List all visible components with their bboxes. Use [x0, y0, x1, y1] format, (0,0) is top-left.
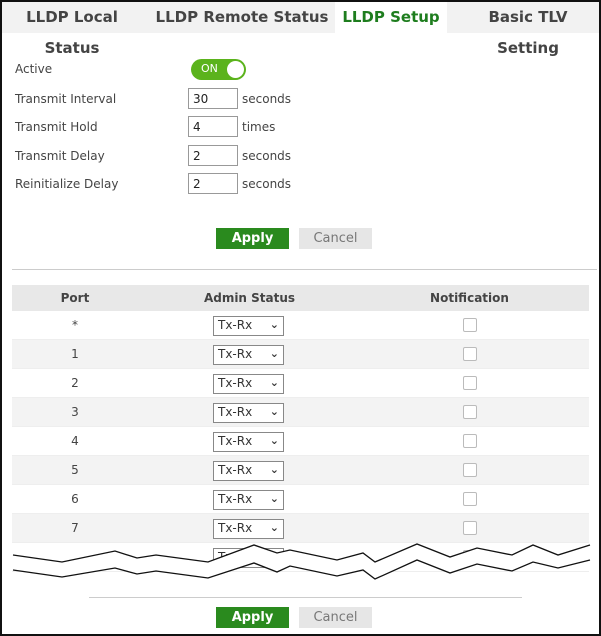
header-notification: Notification	[430, 291, 509, 305]
table-row: 4 Tx-Rx ⌄	[12, 427, 589, 456]
transmit-hold-unit: times	[242, 120, 276, 134]
divider	[12, 269, 597, 270]
table-row: 2 Tx-Rx ⌄	[12, 369, 589, 398]
admin-status-select[interactable]: Tx-Rx ⌄	[213, 461, 284, 481]
header-port: Port	[60, 291, 90, 305]
admin-status-value: Tx-Rx	[218, 376, 253, 390]
tab-basic-tlv-setting[interactable]: Basic TLV Setting	[488, 8, 568, 57]
chevron-down-icon: ⌄	[269, 492, 279, 505]
notification-checkbox[interactable]	[463, 434, 477, 448]
notification-checkbox[interactable]	[463, 347, 477, 361]
chevron-down-icon: ⌄	[269, 347, 279, 360]
transmit-delay-input[interactable]	[188, 145, 238, 166]
table-row: 5 Tx-Rx ⌄	[12, 456, 589, 485]
table-row: 3 Tx-Rx ⌄	[12, 398, 589, 427]
chevron-down-icon: ⌄	[269, 376, 279, 389]
table-row: * Tx-Rx ⌄	[12, 311, 589, 340]
port-cell: 7	[71, 521, 79, 535]
chevron-down-icon: ⌄	[269, 434, 279, 447]
notification-checkbox[interactable]	[463, 318, 477, 332]
transmit-interval-unit: seconds	[242, 92, 292, 106]
transmit-hold-label: Transmit Hold	[15, 120, 98, 134]
notification-checkbox[interactable]	[463, 463, 477, 477]
tab-lldp-setup[interactable]: LLDP Setup	[335, 2, 447, 33]
admin-status-value: Tx-Rx	[218, 434, 253, 448]
tab-lldp-remote-status[interactable]: LLDP Remote Status	[155, 8, 329, 26]
admin-status-select[interactable]: Tx-Rx ⌄	[213, 345, 284, 365]
notification-checkbox[interactable]	[463, 521, 477, 535]
toggle-state: ON	[201, 62, 218, 75]
admin-status-select[interactable]: Tx-Rx ⌄	[213, 432, 284, 452]
admin-status-select[interactable]: Tx-Rx ⌄	[213, 490, 284, 510]
chevron-down-icon: ⌄	[269, 405, 279, 418]
chevron-down-icon: ⌄	[269, 463, 279, 476]
admin-status-value: Tx-Rx	[218, 318, 253, 332]
header-admin-status: Admin Status	[203, 291, 296, 305]
admin-status-value: Tx-Rx	[218, 347, 253, 361]
port-cell: *	[72, 318, 78, 332]
tab-lldp-local-status[interactable]: LLDP Local Status	[26, 8, 118, 57]
chevron-down-icon: ⌄	[269, 318, 279, 331]
admin-status-select[interactable]: Tx-Rx ⌄	[213, 316, 284, 336]
port-cell: 6	[71, 492, 79, 506]
table-row: 7 Tx-Rx ⌄	[12, 514, 589, 543]
active-toggle[interactable]: ON	[191, 59, 246, 80]
transmit-interval-input[interactable]	[188, 88, 238, 109]
port-cell: 4	[71, 434, 79, 448]
port-cell: 3	[71, 405, 79, 419]
port-cell: 1	[71, 347, 79, 361]
toggle-knob	[227, 61, 244, 78]
apply-button-top[interactable]: Apply	[216, 228, 289, 249]
cancel-button-top[interactable]: Cancel	[299, 228, 372, 249]
chevron-down-icon: ⌄	[269, 521, 279, 534]
transmit-delay-label: Transmit Delay	[15, 149, 105, 163]
port-cell: 2	[71, 376, 79, 390]
table-row: 6 Tx-Rx ⌄	[12, 485, 589, 514]
tab-bar: LLDP Local Status LLDP Remote Status LLD…	[2, 2, 599, 57]
transmit-interval-label: Transmit Interval	[15, 92, 117, 106]
admin-status-value: Tx-Rx	[218, 492, 253, 506]
notification-checkbox[interactable]	[463, 376, 477, 390]
reinitialize-delay-input[interactable]	[188, 173, 238, 194]
table-row: 1 Tx-Rx ⌄	[12, 340, 589, 369]
apply-button-bottom[interactable]: Apply	[216, 607, 289, 628]
transmit-hold-input[interactable]	[188, 116, 238, 137]
cancel-button-bottom[interactable]: Cancel	[299, 607, 372, 628]
divider-bottom	[89, 597, 522, 598]
admin-status-value: Tx-Rx	[218, 521, 253, 535]
port-table: Port Admin Status Notification * Tx-Rx ⌄ …	[12, 285, 589, 572]
reinitialize-delay-label: Reinitialize Delay	[15, 177, 119, 191]
notification-checkbox[interactable]	[463, 492, 477, 506]
admin-status-select[interactable]: Tx-Rx ⌄	[213, 519, 284, 539]
admin-status-value: Tx-Rx	[218, 463, 253, 477]
admin-status-value: Tx-Rx	[218, 405, 253, 419]
active-label: Active	[15, 62, 53, 76]
reinitialize-delay-unit: seconds	[242, 177, 292, 191]
admin-status-select[interactable]: Tx-Rx ⌄	[213, 403, 284, 423]
port-cell: 5	[71, 463, 79, 477]
admin-status-select[interactable]: Tx-Rx ⌄	[213, 374, 284, 394]
notification-checkbox[interactable]	[463, 405, 477, 419]
table-header: Port Admin Status Notification	[12, 285, 589, 311]
transmit-delay-unit: seconds	[242, 149, 292, 163]
